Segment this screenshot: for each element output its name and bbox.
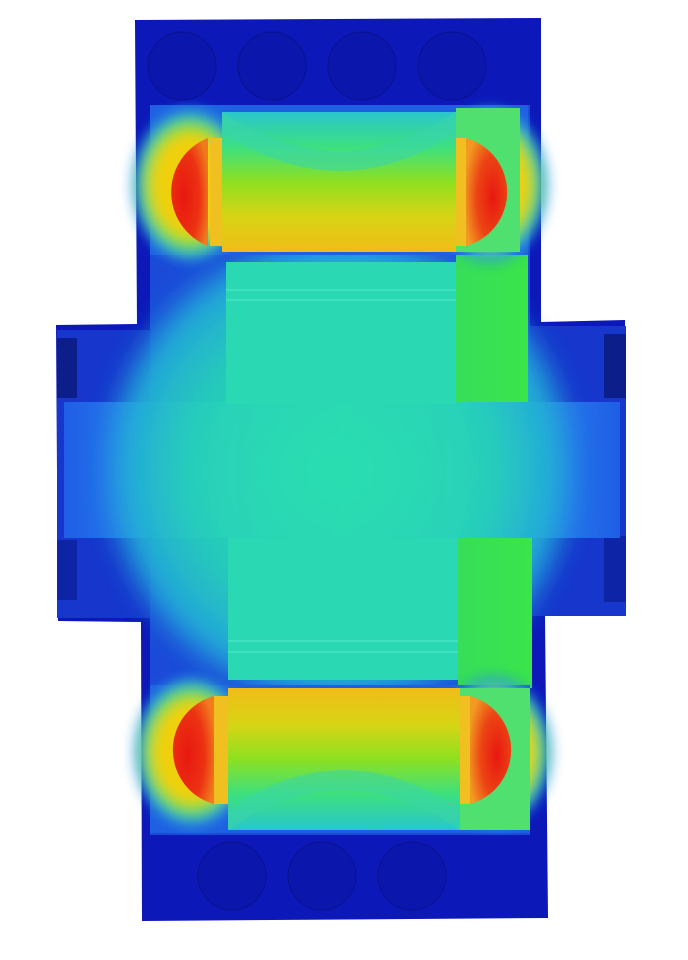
lower-right-hot-spot	[470, 696, 512, 804]
bolt-hole	[327, 31, 397, 101]
bolt-hole	[417, 31, 487, 101]
lower-right-pillar	[458, 538, 532, 688]
upper-right-hot-spot	[466, 138, 508, 246]
upper-pole-piece	[226, 262, 456, 404]
bolt-hole	[237, 31, 307, 101]
upper-right-pillar	[456, 252, 528, 402]
bolt-hole	[197, 841, 267, 911]
lower-pole-piece	[228, 538, 458, 680]
lower-coil	[132, 674, 554, 833]
top-bolt-holes	[147, 31, 487, 101]
lower-left-hot-spot	[172, 696, 214, 804]
upper-left-hot-spot	[171, 138, 208, 246]
bolt-hole	[147, 31, 217, 101]
bolt-hole	[377, 841, 447, 911]
bolt-hole	[287, 841, 357, 911]
bottom-bolt-holes	[197, 841, 447, 911]
upper-coil	[130, 105, 550, 265]
